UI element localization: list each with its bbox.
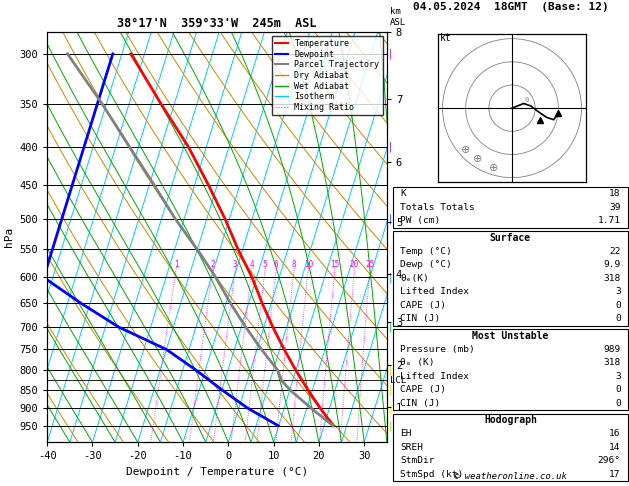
Text: 10: 10 bbox=[304, 260, 313, 269]
Text: 0: 0 bbox=[615, 314, 621, 323]
Text: 1.71: 1.71 bbox=[598, 216, 621, 226]
Text: LCL: LCL bbox=[390, 376, 406, 385]
Text: |: | bbox=[389, 322, 392, 332]
Text: 3: 3 bbox=[615, 287, 621, 296]
Text: CIN (J): CIN (J) bbox=[400, 314, 440, 323]
Text: SREH: SREH bbox=[400, 443, 423, 452]
Text: ⊕: ⊕ bbox=[472, 154, 482, 164]
Text: 14: 14 bbox=[610, 443, 621, 452]
Text: 3: 3 bbox=[233, 260, 238, 269]
Text: PW (cm): PW (cm) bbox=[400, 216, 440, 226]
Text: 296°: 296° bbox=[598, 456, 621, 466]
Text: 17: 17 bbox=[610, 470, 621, 479]
Text: 318: 318 bbox=[603, 358, 621, 367]
Text: θₑ (K): θₑ (K) bbox=[400, 358, 435, 367]
Bar bbox=[393, 231, 628, 326]
Text: StmSpd (kt): StmSpd (kt) bbox=[400, 470, 464, 479]
Text: Surface: Surface bbox=[490, 233, 531, 243]
Text: 8: 8 bbox=[292, 260, 296, 269]
Text: 22: 22 bbox=[610, 247, 621, 256]
Text: CAPE (J): CAPE (J) bbox=[400, 385, 446, 394]
Text: 4: 4 bbox=[250, 260, 254, 269]
Text: ⊕: ⊕ bbox=[489, 163, 498, 174]
Text: ⊕: ⊕ bbox=[461, 145, 470, 155]
Text: K: K bbox=[400, 190, 406, 198]
Text: 18: 18 bbox=[610, 190, 621, 198]
Text: Hodograph: Hodograph bbox=[484, 416, 537, 425]
Text: 16: 16 bbox=[610, 430, 621, 438]
Text: |: | bbox=[389, 365, 392, 376]
Title: 38°17'N  359°33'W  245m  ASL: 38°17'N 359°33'W 245m ASL bbox=[117, 17, 317, 31]
Text: Temp (°C): Temp (°C) bbox=[400, 247, 452, 256]
Text: CAPE (J): CAPE (J) bbox=[400, 301, 446, 310]
Bar bbox=[393, 414, 628, 481]
Text: 989: 989 bbox=[603, 345, 621, 354]
Legend: Temperature, Dewpoint, Parcel Trajectory, Dry Adiabat, Wet Adiabat, Isotherm, Mi: Temperature, Dewpoint, Parcel Trajectory… bbox=[272, 36, 382, 115]
Text: 04.05.2024  18GMT  (Base: 12): 04.05.2024 18GMT (Base: 12) bbox=[413, 2, 608, 13]
Text: 1: 1 bbox=[174, 260, 179, 269]
Text: 0: 0 bbox=[615, 301, 621, 310]
Text: 15: 15 bbox=[330, 260, 340, 269]
Text: |: | bbox=[389, 403, 392, 414]
Text: |: | bbox=[389, 213, 392, 224]
Text: |: | bbox=[389, 272, 392, 283]
Text: 5: 5 bbox=[263, 260, 267, 269]
Text: |: | bbox=[389, 384, 392, 395]
Text: km
ASL: km ASL bbox=[390, 7, 406, 27]
Text: Dewp (°C): Dewp (°C) bbox=[400, 260, 452, 269]
Text: Lifted Index: Lifted Index bbox=[400, 372, 469, 381]
Text: 318: 318 bbox=[603, 274, 621, 283]
Text: 9.9: 9.9 bbox=[603, 260, 621, 269]
Text: 39: 39 bbox=[610, 203, 621, 212]
Text: |: | bbox=[389, 49, 392, 59]
Text: EH: EH bbox=[400, 430, 411, 438]
Text: 0: 0 bbox=[525, 97, 529, 104]
Text: |: | bbox=[389, 420, 392, 431]
X-axis label: Dewpoint / Temperature (°C): Dewpoint / Temperature (°C) bbox=[126, 467, 308, 477]
Text: Pressure (mb): Pressure (mb) bbox=[400, 345, 475, 354]
Text: 6: 6 bbox=[274, 260, 279, 269]
Text: 2: 2 bbox=[210, 260, 215, 269]
Y-axis label: hPa: hPa bbox=[4, 227, 14, 247]
Text: |: | bbox=[389, 141, 392, 152]
Text: CIN (J): CIN (J) bbox=[400, 399, 440, 408]
Text: © weatheronline.co.uk: © weatheronline.co.uk bbox=[454, 472, 567, 481]
Text: Totals Totals: Totals Totals bbox=[400, 203, 475, 212]
Text: 3: 3 bbox=[615, 372, 621, 381]
Bar bbox=[393, 329, 628, 410]
Text: 25: 25 bbox=[365, 260, 374, 269]
Text: θₑ(K): θₑ(K) bbox=[400, 274, 429, 283]
Text: 0: 0 bbox=[615, 385, 621, 394]
Text: 20: 20 bbox=[350, 260, 359, 269]
Text: Lifted Index: Lifted Index bbox=[400, 287, 469, 296]
Text: kt: kt bbox=[440, 33, 452, 43]
Bar bbox=[393, 187, 628, 227]
Text: StmDir: StmDir bbox=[400, 456, 435, 466]
Text: Most Unstable: Most Unstable bbox=[472, 331, 548, 341]
Text: 0: 0 bbox=[615, 399, 621, 408]
